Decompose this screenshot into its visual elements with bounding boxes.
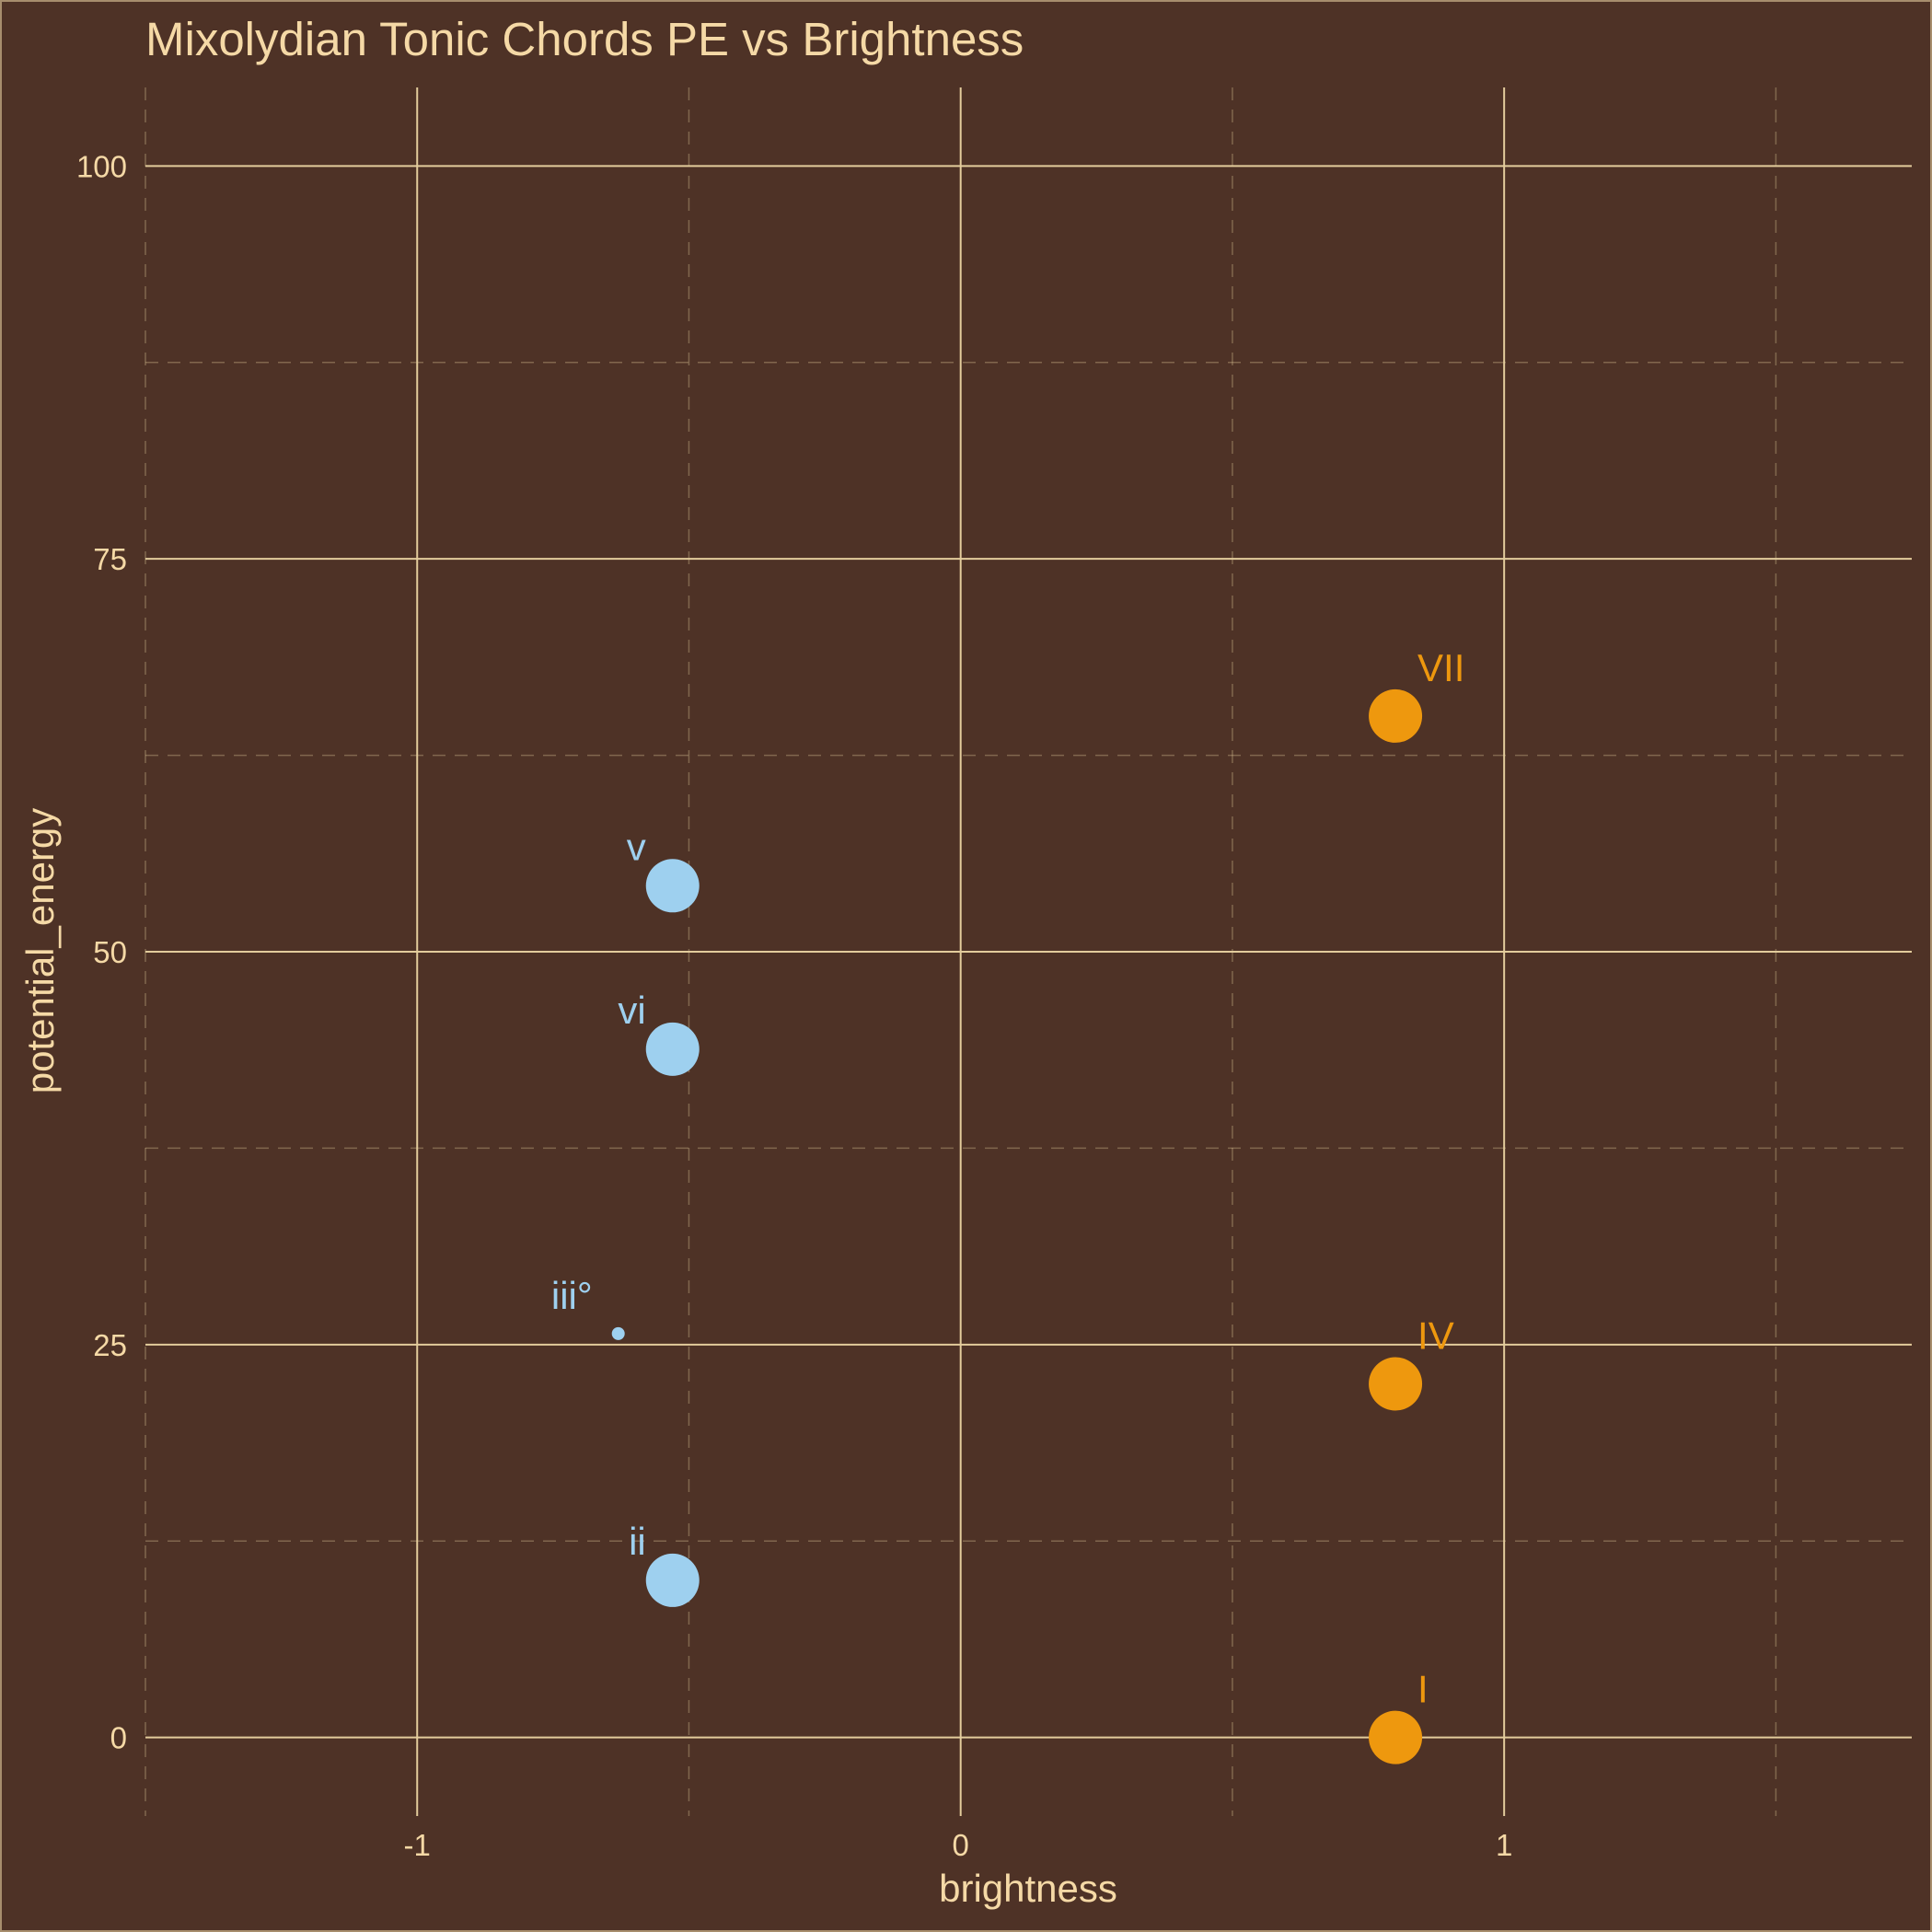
data-point [645, 859, 700, 913]
y-tick-label: 25 [93, 1328, 127, 1362]
data-label: I [1417, 1668, 1429, 1711]
data-label: vi [618, 989, 645, 1032]
data-point [1369, 1710, 1423, 1764]
x-tick-label: 1 [1496, 1828, 1512, 1862]
data-label: v [627, 825, 646, 868]
data-label: IV [1417, 1314, 1454, 1358]
data-labels: I IV VII v vi iii° ii [551, 646, 1465, 1711]
data-point [1369, 688, 1423, 743]
x-tick-label: -1 [404, 1828, 431, 1862]
chart-title: Mixolydian Tonic Chords PE vs Brightness [145, 13, 1024, 65]
data-point [1369, 1357, 1423, 1411]
y-tick-label: 75 [93, 542, 127, 576]
y-axis-ticks: 0 25 50 75 100 [76, 149, 127, 1754]
y-axis-title: potential_energy [18, 808, 62, 1094]
x-axis-ticks: -1 0 1 [404, 1828, 1513, 1862]
data-label: ii [629, 1520, 646, 1563]
x-tick-label: 0 [953, 1828, 969, 1862]
data-label: VII [1417, 646, 1464, 689]
data-label: iii° [551, 1274, 593, 1317]
data-points [611, 688, 1423, 1764]
y-tick-label: 100 [76, 149, 127, 183]
major-grid [145, 87, 1912, 1816]
x-axis-title: brightness [939, 1867, 1117, 1910]
data-point [645, 1022, 700, 1076]
data-point [611, 1326, 625, 1340]
y-tick-label: 50 [93, 935, 127, 969]
y-tick-label: 0 [110, 1721, 127, 1755]
data-point [645, 1553, 700, 1607]
